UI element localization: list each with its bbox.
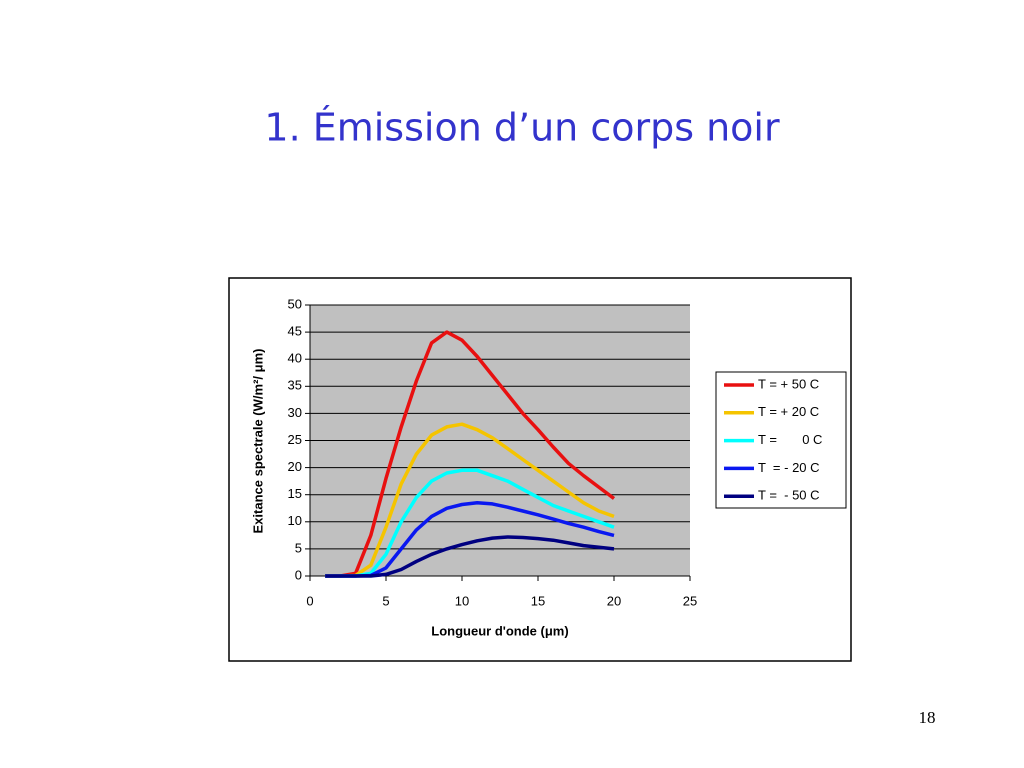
y-tick-label: 25	[288, 432, 302, 447]
legend-label: T = 0 C	[758, 432, 822, 447]
y-tick-label: 45	[288, 324, 302, 339]
y-tick-label: 10	[288, 513, 302, 528]
x-tick-label: 5	[382, 593, 389, 608]
y-tick-label: 35	[288, 378, 302, 393]
x-tick-label: 25	[683, 593, 697, 608]
legend-label: T = - 50 C	[758, 488, 820, 503]
series-line	[325, 535, 615, 578]
x-tick-label: 0	[306, 593, 313, 608]
y-axis-label: Exitance spectrale (W/m²/ μm)	[250, 349, 265, 534]
legend-label: T = + 50 C	[758, 376, 819, 391]
x-axis-label: Longueur d'onde (μm)	[431, 623, 568, 638]
y-tick-label: 40	[288, 351, 302, 366]
legend-label: T = - 20 C	[758, 460, 820, 475]
y-tick-label: 15	[288, 486, 302, 501]
series-line	[325, 422, 615, 578]
x-tick-label: 20	[607, 593, 621, 608]
y-tick-label: 50	[288, 296, 302, 311]
y-tick-label: 0	[295, 567, 302, 582]
y-tick-label: 20	[288, 459, 302, 474]
page-number: 18	[919, 708, 936, 727]
x-tick-label: 10	[455, 593, 469, 608]
series-line	[325, 330, 616, 578]
y-tick-label: 30	[288, 405, 302, 420]
legend-label: T = + 20 C	[758, 404, 819, 419]
series-line	[325, 468, 615, 578]
y-tick-label: 5	[295, 540, 302, 555]
slide-title: 1. Émission d’un corps noir	[264, 106, 780, 150]
x-tick-label: 15	[531, 593, 545, 608]
